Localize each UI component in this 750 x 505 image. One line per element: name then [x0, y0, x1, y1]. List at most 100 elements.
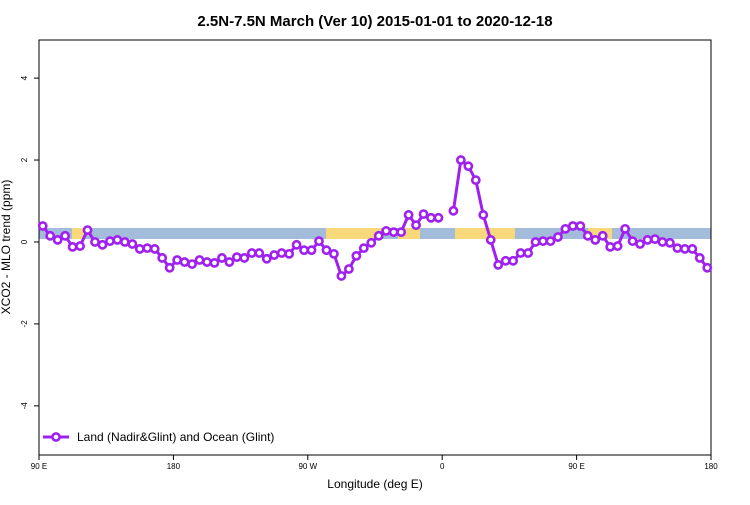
- land-band: [398, 228, 420, 239]
- data-point: [381, 226, 392, 236]
- data-point: [157, 253, 168, 263]
- data-point: [209, 257, 220, 268]
- data-point: [687, 244, 698, 254]
- data-point: [172, 255, 183, 265]
- data-point: [82, 225, 93, 235]
- data-point: [75, 241, 85, 251]
- data-point: [455, 155, 466, 165]
- data-point: [37, 221, 48, 231]
- data-point: [418, 209, 429, 220]
- data-point: [179, 257, 190, 267]
- x-tick-label: 90 E: [31, 462, 47, 471]
- data-point: [351, 250, 362, 261]
- data-point: [291, 239, 302, 250]
- data-point: [403, 210, 414, 220]
- data-point: [321, 245, 332, 256]
- y-axis-label: XCO2 - MLO trend (ppm): [0, 180, 13, 315]
- data-point: [60, 230, 71, 241]
- data-point: [231, 252, 242, 263]
- data-point: [336, 271, 347, 281]
- data-point: [575, 221, 586, 231]
- x-tick-label: 180: [167, 462, 181, 471]
- y-tick-label: 0: [20, 239, 29, 244]
- y-tick-label: -2: [20, 320, 29, 328]
- data-point: [164, 262, 175, 273]
- x-tick-label: 90 E: [568, 462, 584, 471]
- data-point: [194, 255, 205, 265]
- data-point: [597, 230, 608, 241]
- data-point: [269, 250, 280, 260]
- data-point: [627, 236, 638, 247]
- x-axis-label: Longitude (deg E): [327, 477, 422, 491]
- data-point: [306, 245, 317, 256]
- data-point: [276, 248, 287, 258]
- x-tick-label: 0: [440, 462, 445, 471]
- data-point: [224, 257, 235, 267]
- data-point: [127, 239, 138, 249]
- data-point: [187, 259, 197, 269]
- series: [37, 155, 713, 281]
- data-point: [679, 244, 690, 254]
- data-point: [52, 235, 63, 245]
- y-tick-label: 4: [20, 75, 29, 80]
- data-point: [246, 248, 257, 258]
- data-point: [478, 210, 489, 220]
- legend-label: Land (Nadir&Glint) and Ocean (Glint): [77, 430, 274, 444]
- data-point: [590, 235, 601, 245]
- data-point: [650, 234, 660, 245]
- data-point: [463, 161, 474, 172]
- data-point: [672, 243, 683, 254]
- data-point: [388, 227, 399, 238]
- data-point: [665, 237, 675, 248]
- data-point: [530, 237, 541, 247]
- data-point: [448, 205, 459, 216]
- data-point: [545, 236, 556, 247]
- data-point: [261, 253, 272, 264]
- data-point: [538, 236, 548, 247]
- data-point: [202, 257, 212, 267]
- data-point: [582, 230, 593, 241]
- data-point: [426, 212, 436, 223]
- data-point: [105, 236, 115, 247]
- data-point: [485, 235, 496, 245]
- data-point: [217, 253, 227, 263]
- data-point: [612, 241, 623, 251]
- data-point: [90, 237, 100, 247]
- data-point: [134, 244, 145, 254]
- data-point: [314, 236, 324, 247]
- data-point: [657, 237, 668, 247]
- plot-frame: [38, 39, 712, 456]
- data-point: [358, 243, 369, 254]
- series-line: [41, 157, 709, 279]
- data-point: [411, 220, 421, 231]
- data-point: [112, 235, 123, 245]
- data-point: [284, 248, 295, 259]
- land-band: [455, 228, 515, 239]
- data-point: [702, 262, 713, 273]
- data-point: [149, 244, 160, 254]
- data-point: [343, 264, 354, 274]
- data-point: [373, 230, 384, 241]
- data-point: [329, 248, 339, 259]
- data-point: [508, 255, 519, 266]
- data-point: [119, 237, 130, 247]
- data-point: [493, 260, 504, 270]
- data-point: [560, 223, 571, 234]
- data-point: [45, 230, 56, 241]
- data-point: [553, 232, 563, 242]
- data-point: [97, 239, 108, 250]
- data-point: [470, 175, 481, 186]
- y-tick-label: 2: [20, 157, 29, 162]
- chart-title: 2.5N-7.5N March (Ver 10) 2015-01-01 to 2…: [197, 13, 552, 30]
- data-point: [635, 239, 645, 249]
- data-point: [396, 227, 407, 238]
- data-point: [299, 245, 309, 256]
- data-point: [433, 212, 444, 223]
- data-point: [67, 241, 78, 252]
- data-point: [567, 221, 578, 231]
- data-point: [254, 248, 265, 258]
- land-band: [326, 228, 381, 239]
- land-band: [72, 228, 84, 239]
- data-point: [142, 243, 153, 254]
